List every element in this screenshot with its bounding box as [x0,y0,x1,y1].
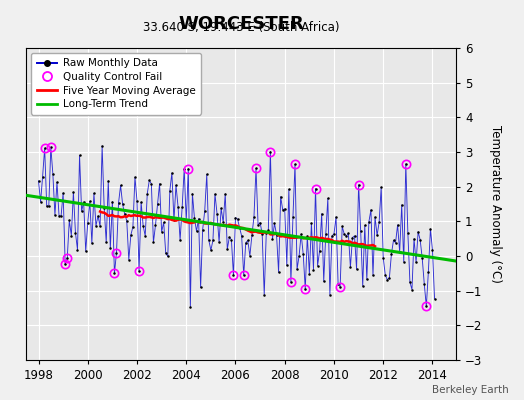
Y-axis label: Temperature Anomaly (°C): Temperature Anomaly (°C) [489,125,501,283]
Text: Berkeley Earth: Berkeley Earth [432,385,508,395]
Legend: Raw Monthly Data, Quality Control Fail, Five Year Moving Average, Long-Term Tren: Raw Monthly Data, Quality Control Fail, … [31,53,201,114]
Text: 33.640 S, 19.443 E (South Africa): 33.640 S, 19.443 E (South Africa) [143,21,340,34]
Title: WORCESTER: WORCESTER [178,14,304,32]
